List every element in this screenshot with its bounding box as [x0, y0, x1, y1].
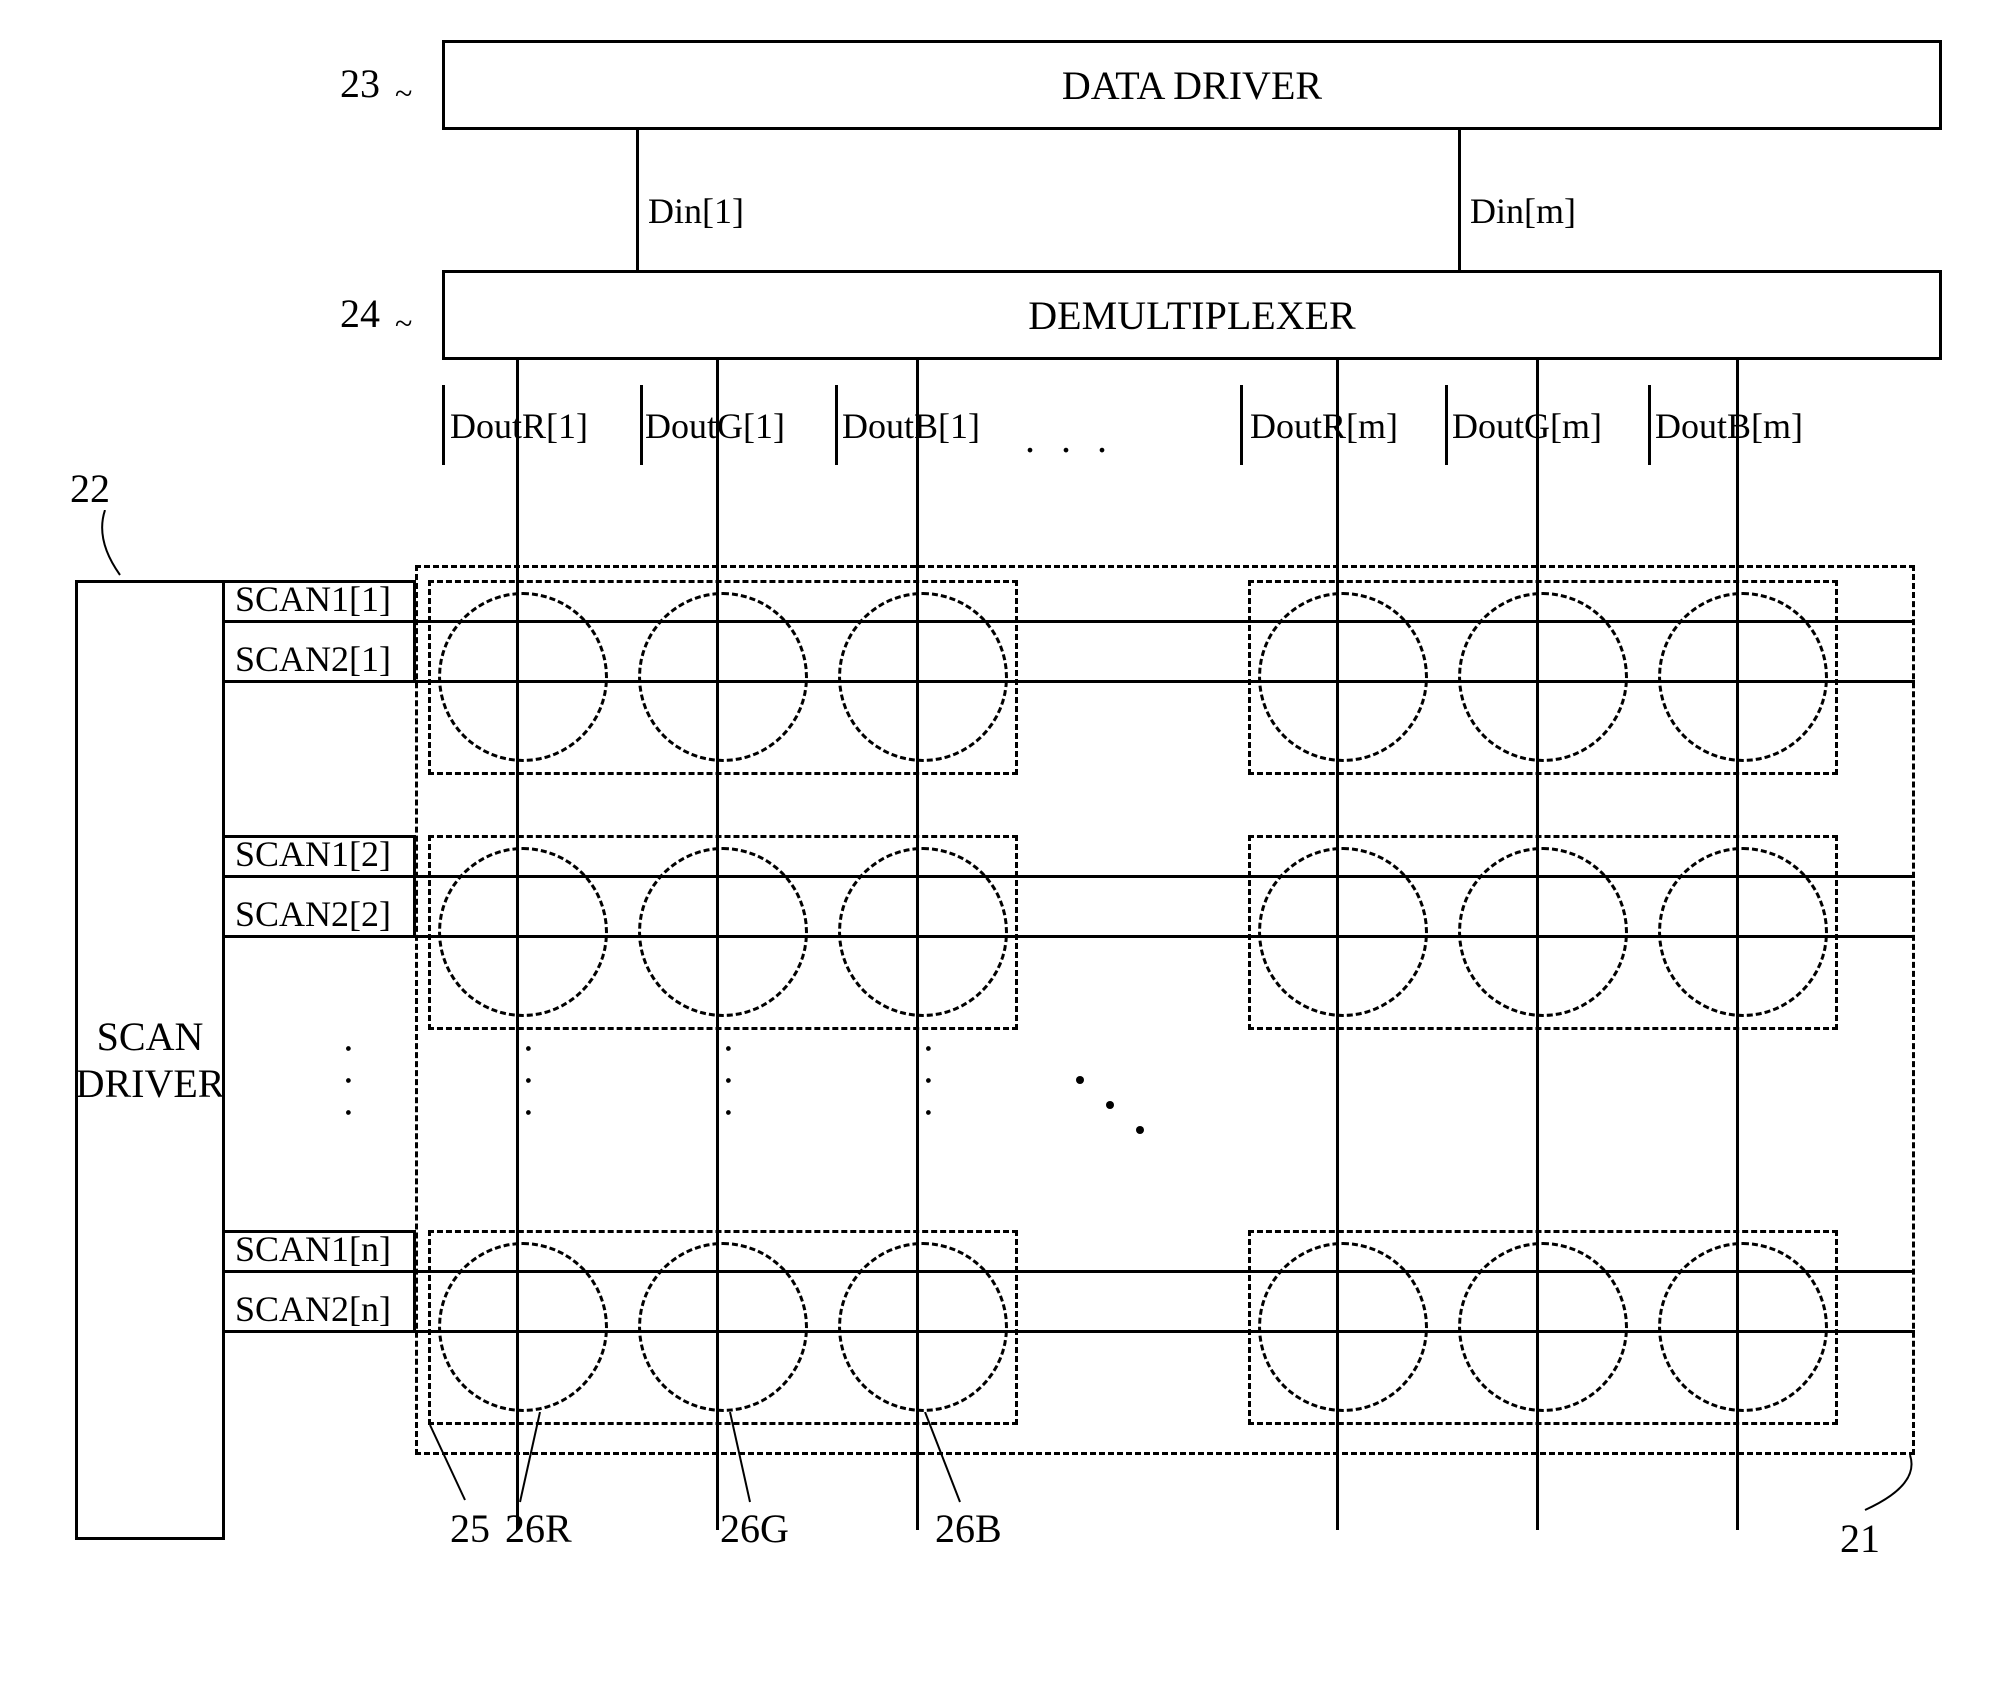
pixel-rn-c1-r — [438, 1242, 608, 1412]
ref-21: 21 — [1840, 1515, 1880, 1562]
dout-div-1 — [640, 385, 643, 465]
ref-26r-leader — [510, 1412, 560, 1507]
ref-24-tilde: ~ — [395, 305, 412, 342]
scan-driver-label1: SCAN — [97, 1013, 204, 1060]
scan2-1-label: SCAN2[1] — [235, 638, 391, 680]
scan-driver-block: SCAN DRIVER — [75, 580, 225, 1540]
scan2-2-label: SCAN2[2] — [235, 893, 391, 935]
ref-26r: 26R — [505, 1505, 572, 1552]
data-driver-block: DATA DRIVER — [442, 40, 1942, 130]
ref-21-leader — [1855, 1455, 1925, 1520]
dout-r1-label: DoutR[1] — [450, 405, 588, 447]
pixel-r2-c1-g — [638, 847, 808, 1017]
pixel-rn-c2-b — [1658, 1242, 1828, 1412]
display-driver-diagram: 23 ~ DATA DRIVER Din[1] Din[m] 24 ~ DEMU… — [20, 20, 1991, 1667]
dout-div-4 — [1445, 385, 1448, 465]
dinm-label: Din[m] — [1470, 190, 1576, 232]
pixel-r2-c1-b — [838, 847, 1008, 1017]
dinm-line — [1458, 130, 1461, 270]
pixel-rn-c1-b — [838, 1242, 1008, 1412]
scan-vdots: . . . — [337, 1044, 384, 1124]
scan1-n-label: SCAN1[n] — [235, 1228, 391, 1270]
demux-label: DEMULTIPLEXER — [1028, 292, 1355, 339]
din1-line — [636, 130, 639, 270]
ref-22: 22 — [70, 465, 110, 512]
ref-26g: 26G — [720, 1505, 789, 1552]
dout-b1-label: DoutB[1] — [842, 405, 980, 447]
dout-div-3 — [1240, 385, 1243, 465]
ref-22-leader — [90, 510, 130, 580]
pixel-rn-c1-g — [638, 1242, 808, 1412]
ref-26b: 26B — [935, 1505, 1002, 1552]
pixel-r1-c1-b — [838, 592, 1008, 762]
pixel-r2-c1-r — [438, 847, 608, 1017]
demux-block: DEMULTIPLEXER — [442, 270, 1942, 360]
col-vdots-3: . . . — [917, 1044, 964, 1124]
dout-g1-label: DoutG[1] — [645, 405, 785, 447]
dout-div-5 — [1648, 385, 1651, 465]
dout-bm-label: DoutB[m] — [1655, 405, 1803, 447]
scan2-n-label: SCAN2[n] — [235, 1288, 391, 1330]
data-driver-label: DATA DRIVER — [1062, 62, 1322, 109]
dout-div-2 — [835, 385, 838, 465]
diag-dots — [1060, 1060, 1180, 1160]
ref-23-tilde: ~ — [395, 75, 412, 112]
pixel-r2-c2-g — [1458, 847, 1628, 1017]
pixel-r1-c1-g — [638, 592, 808, 762]
scan1-1-label: SCAN1[1] — [235, 578, 391, 620]
dout-gm-label: DoutG[m] — [1452, 405, 1602, 447]
din1-label: Din[1] — [648, 190, 744, 232]
pixel-r2-c2-r — [1258, 847, 1428, 1017]
pixel-r1-c1-r — [438, 592, 608, 762]
pixel-rn-c2-r — [1258, 1242, 1428, 1412]
ref-26b-leader — [920, 1412, 980, 1507]
ref-26g-leader — [720, 1412, 770, 1507]
pixel-r1-c2-g — [1458, 592, 1628, 762]
ref-23: 23 — [340, 60, 380, 107]
pixel-r2-c2-b — [1658, 847, 1828, 1017]
pixel-rn-c2-g — [1458, 1242, 1628, 1412]
dout-rm-label: DoutR[m] — [1250, 405, 1398, 447]
ref-25-leader — [425, 1425, 485, 1505]
ref-24: 24 — [340, 290, 380, 337]
dout-ellipsis: . . . — [1025, 415, 1115, 462]
scan-driver-label2: DRIVER — [76, 1060, 225, 1107]
pixel-r1-c2-r — [1258, 592, 1428, 762]
dout-div-0 — [442, 385, 445, 465]
col-vdots-2: . . . — [717, 1044, 764, 1124]
scan1-2-label: SCAN1[2] — [235, 833, 391, 875]
pixel-r1-c2-b — [1658, 592, 1828, 762]
col-vdots-1: . . . — [517, 1044, 564, 1124]
ref-25: 25 — [450, 1505, 490, 1552]
